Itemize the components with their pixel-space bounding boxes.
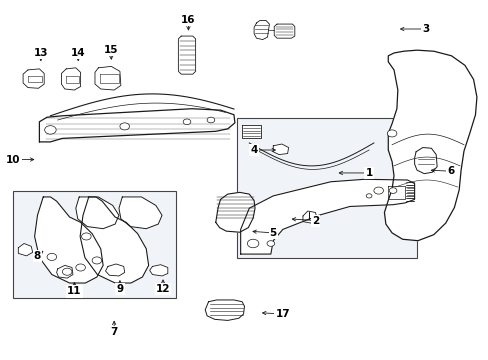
Text: 11: 11 (67, 287, 81, 297)
Text: 3: 3 (421, 24, 428, 34)
Circle shape (386, 130, 396, 137)
Circle shape (183, 119, 190, 125)
Polygon shape (274, 24, 294, 38)
Text: 9: 9 (116, 284, 123, 294)
Circle shape (81, 233, 91, 240)
Text: 1: 1 (365, 168, 372, 178)
Polygon shape (242, 125, 261, 138)
Polygon shape (40, 109, 234, 142)
Polygon shape (80, 197, 148, 283)
Polygon shape (76, 197, 119, 229)
Polygon shape (61, 68, 81, 90)
Polygon shape (387, 186, 404, 199)
Text: 7: 7 (110, 327, 118, 337)
Circle shape (120, 123, 129, 130)
Text: 14: 14 (71, 48, 85, 58)
Polygon shape (119, 197, 162, 229)
Polygon shape (95, 66, 121, 90)
Polygon shape (414, 148, 436, 174)
Circle shape (247, 239, 258, 248)
Polygon shape (35, 197, 103, 283)
Polygon shape (273, 144, 288, 154)
Text: 15: 15 (104, 45, 118, 55)
Text: 4: 4 (250, 145, 257, 155)
Circle shape (92, 257, 102, 264)
Circle shape (76, 264, 85, 271)
Polygon shape (149, 265, 167, 276)
Circle shape (47, 253, 57, 260)
Text: 10: 10 (6, 154, 20, 165)
Text: 17: 17 (275, 309, 289, 319)
Text: 5: 5 (269, 228, 276, 238)
Text: 16: 16 (181, 15, 195, 25)
Polygon shape (215, 192, 255, 232)
Polygon shape (23, 69, 44, 88)
Polygon shape (254, 21, 269, 40)
Circle shape (366, 194, 371, 198)
Bar (13, 190, 176, 298)
Polygon shape (205, 300, 244, 320)
Text: 6: 6 (446, 166, 453, 176)
Polygon shape (18, 243, 33, 256)
Polygon shape (57, 265, 73, 278)
Polygon shape (384, 50, 476, 241)
Circle shape (373, 187, 383, 194)
Circle shape (62, 268, 72, 275)
Polygon shape (105, 264, 124, 276)
Polygon shape (303, 211, 317, 223)
Circle shape (207, 117, 214, 123)
Text: 13: 13 (34, 48, 48, 58)
Polygon shape (178, 36, 195, 74)
Circle shape (266, 241, 274, 246)
Text: 12: 12 (156, 284, 170, 294)
Polygon shape (240, 179, 414, 254)
Circle shape (388, 188, 396, 193)
Text: 8: 8 (34, 251, 41, 261)
Text: 2: 2 (311, 216, 318, 226)
Circle shape (44, 126, 56, 134)
Bar (237, 118, 416, 258)
